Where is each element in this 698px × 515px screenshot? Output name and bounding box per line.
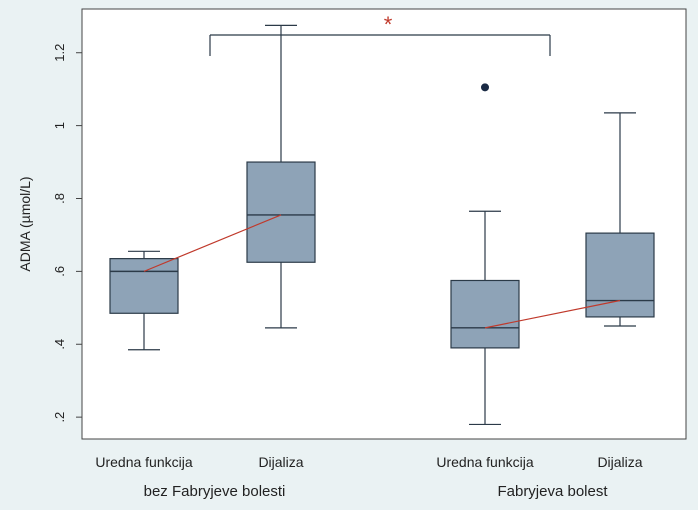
y-axis: .2 .4 .6 .8 1 1.2 [52, 44, 82, 423]
y-axis-label: ADMA (µmol/L) [17, 176, 33, 271]
box-label: Uredna funkcija [95, 454, 192, 470]
y-tick-label: .6 [52, 266, 67, 277]
box-0-1 [246, 24, 316, 329]
median-trend-line [484, 299, 621, 329]
group-label: Fabryjeva bolest [497, 483, 608, 500]
box-1-0 [450, 83, 520, 426]
trend-lines [143, 214, 621, 329]
median-trend-line [143, 214, 282, 272]
y-tick-label: .4 [52, 339, 67, 350]
y-tick-label: 1.2 [52, 44, 67, 62]
iqr-box [450, 279, 520, 349]
plot-area [81, 8, 687, 440]
x-axis-labels: Uredna funkcija Dijaliza bez Fabryjeve bol… [95, 454, 642, 500]
box-label: Uredna funkcija [436, 454, 533, 470]
box-label: Dijaliza [258, 454, 303, 470]
box-series [109, 24, 655, 426]
box-1-1 [585, 112, 655, 327]
y-tick-label: .8 [52, 193, 67, 204]
significance-bracket: * [209, 12, 551, 56]
significance-star: * [384, 12, 393, 37]
iqr-box [246, 161, 316, 263]
y-tick-label: .2 [52, 412, 67, 423]
y-tick-label: 1 [52, 122, 67, 129]
box-label: Dijaliza [597, 454, 642, 470]
group-label: bez Fabryjeve bolesti [144, 483, 286, 500]
iqr-box [109, 258, 179, 314]
box-0-0 [109, 250, 179, 351]
iqr-box [585, 232, 655, 318]
outlier-point [481, 83, 489, 92]
